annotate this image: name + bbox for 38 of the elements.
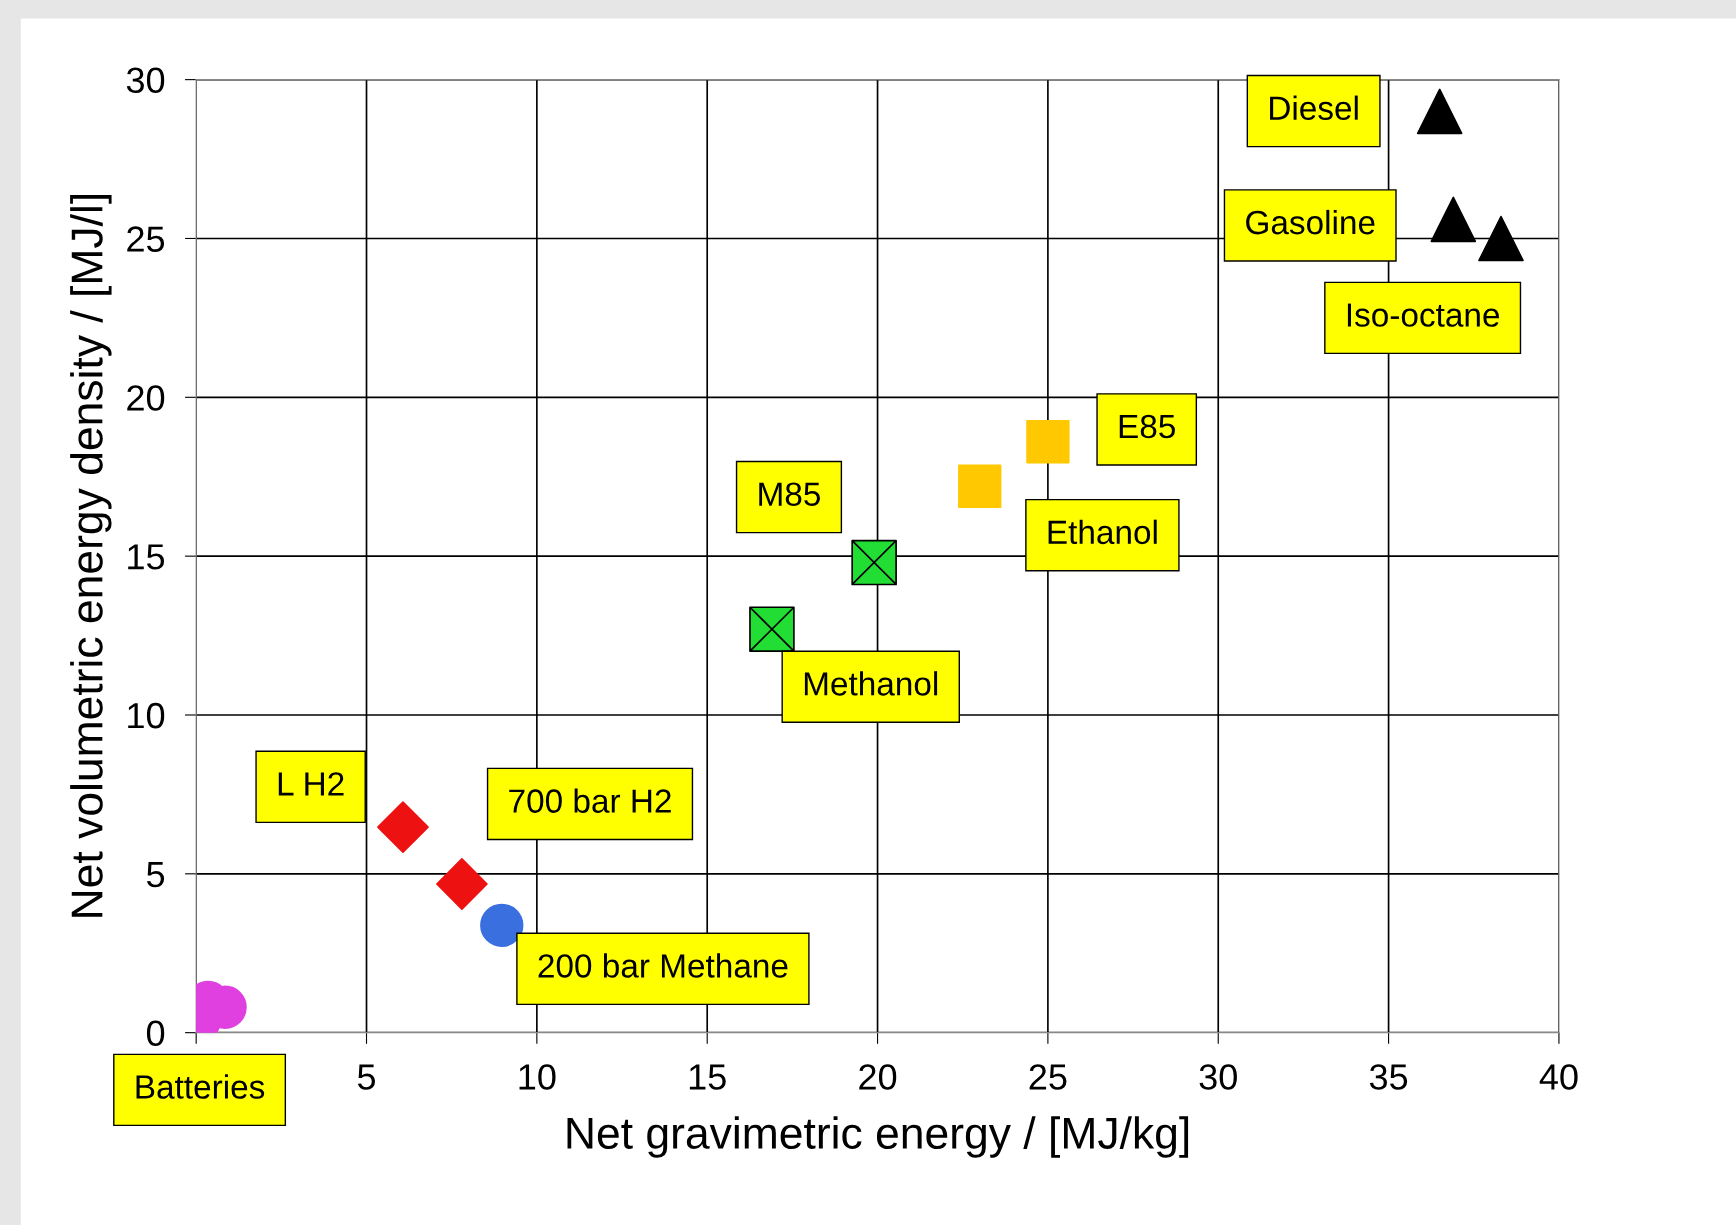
y-tick-label: 15 [128, 544, 165, 570]
annotation: Methanol [804, 671, 938, 696]
y-tick-label: 30 [126, 67, 165, 94]
y-tick-label: 20 [127, 385, 165, 411]
point [851, 539, 897, 586]
y-tick-label: 0 [146, 1020, 165, 1047]
x-tick-label: 5 [357, 1064, 376, 1090]
point [1430, 196, 1477, 243]
y-tick-label: 5 [146, 862, 165, 888]
annotation: E85 [1119, 414, 1175, 439]
point [436, 858, 488, 910]
x-tick-label: 10 [519, 1064, 556, 1090]
y-tick-label: 25 [127, 226, 165, 252]
text: Batteries [136, 1074, 265, 1099]
y-tick-label: 10 [128, 702, 165, 729]
x-tick-label: 30 [1199, 1064, 1237, 1090]
x-tick-label: 15 [689, 1064, 726, 1090]
annotation: 700 bar H2 [509, 788, 671, 813]
point [749, 606, 795, 653]
point [480, 903, 524, 947]
annotation: Gasoline [1246, 209, 1375, 235]
point [1416, 88, 1463, 135]
annotation: M85 [759, 482, 820, 507]
x-axis-title: Net gravimetric energy / [MJ/kg] [567, 1116, 1189, 1158]
point [377, 801, 429, 854]
x-tick-label: 25 [1029, 1064, 1067, 1090]
point [1026, 420, 1070, 464]
annotation: Iso-octane [1347, 303, 1499, 327]
annotation: L H2 [278, 772, 344, 796]
annotation: Ethanol [1048, 519, 1157, 545]
annotation: Diesel [1270, 95, 1358, 121]
y-axis-title: Net volumetric energy density / [MJ/l] [70, 194, 112, 917]
point [1478, 215, 1524, 262]
x-tick-label: 20 [859, 1064, 897, 1090]
x-tick-label: 35 [1369, 1064, 1408, 1090]
annotation: 200 bar Methane [538, 953, 788, 978]
point [958, 464, 1002, 508]
x-tick-label: 40 [1539, 1064, 1578, 1090]
